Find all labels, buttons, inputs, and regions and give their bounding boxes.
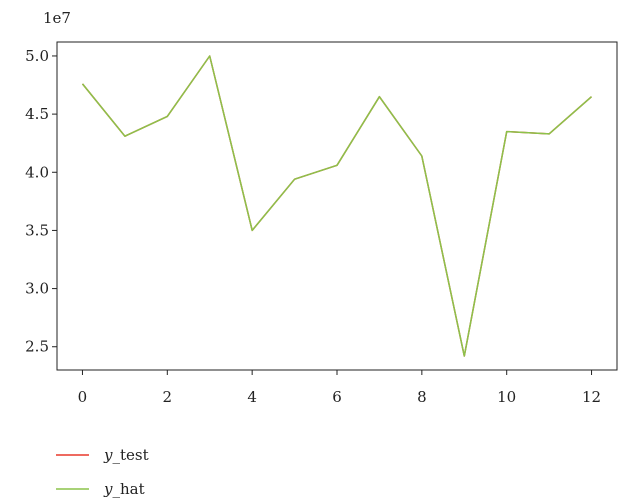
plot-area bbox=[81, 55, 592, 357]
legend: y_test y_hat bbox=[56, 446, 149, 498]
x-tick-label: 6 bbox=[332, 388, 342, 406]
y-tick-label: 3.5 bbox=[25, 221, 49, 239]
legend-entry-y-test: y_test bbox=[56, 446, 149, 464]
legend-label-y-hat: y_hat bbox=[103, 480, 145, 498]
y-tick-label: 4.5 bbox=[25, 105, 49, 123]
y-axis-ticks: 2.5 3.0 3.5 4.0 4.5 5.0 bbox=[25, 47, 57, 356]
legend-label-y-test: y_test bbox=[103, 446, 149, 464]
x-axis-ticks: 0 2 4 6 8 10 12 bbox=[78, 370, 601, 406]
y-tick-label: 3.0 bbox=[25, 280, 49, 298]
y-tick-label: 4.0 bbox=[25, 163, 49, 181]
x-tick-label: 8 bbox=[417, 388, 427, 406]
x-tick-label: 2 bbox=[163, 388, 173, 406]
legend-entry-y-hat: y_hat bbox=[56, 480, 145, 498]
y-tick-label: 2.5 bbox=[25, 338, 49, 356]
x-tick-label: 10 bbox=[497, 388, 516, 406]
series-line-y-hat bbox=[81, 55, 592, 357]
axes-frame bbox=[56, 41, 618, 371]
x-tick-label: 12 bbox=[582, 388, 601, 406]
y-tick-label: 5.0 bbox=[25, 47, 49, 65]
x-tick-label: 4 bbox=[247, 388, 257, 406]
axes-border bbox=[56, 41, 618, 371]
x-tick-label: 0 bbox=[78, 388, 88, 406]
y-offset-label: 1e7 bbox=[43, 9, 71, 27]
series-line-y-test bbox=[81, 55, 592, 357]
